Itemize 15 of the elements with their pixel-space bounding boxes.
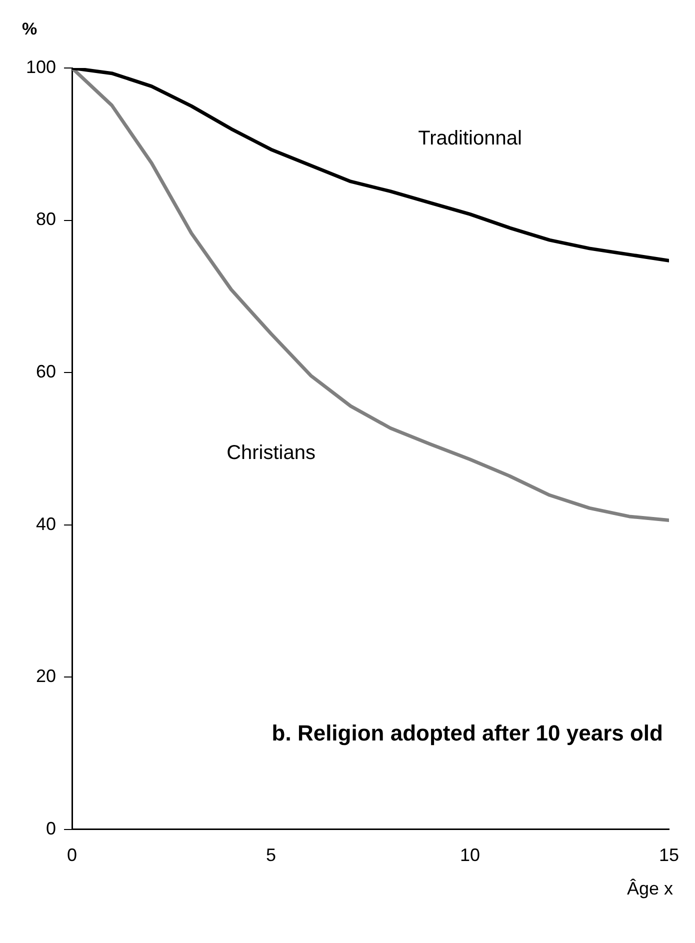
y-tick-label: 100 [26,56,56,77]
x-tick-label: 0 [67,845,78,866]
x-tick-label: 5 [266,845,276,866]
x-axis-title: Âge x [626,878,673,898]
x-tick-label: 15 [658,845,680,866]
text: Christians [226,442,316,464]
x-tick-label: 10 [460,845,480,866]
text: Traditionnal [418,128,522,150]
y-tick-label: 80 [36,209,56,230]
y-tick-label: 60 [36,362,56,382]
y-tick-label: 20 [36,666,56,686]
y-tick-label: 40 [36,514,56,534]
y-tick-label: 0 [46,818,56,838]
text: b. Religion adopted after 10 years old [272,720,663,746]
y-axis-title: % [22,20,38,39]
